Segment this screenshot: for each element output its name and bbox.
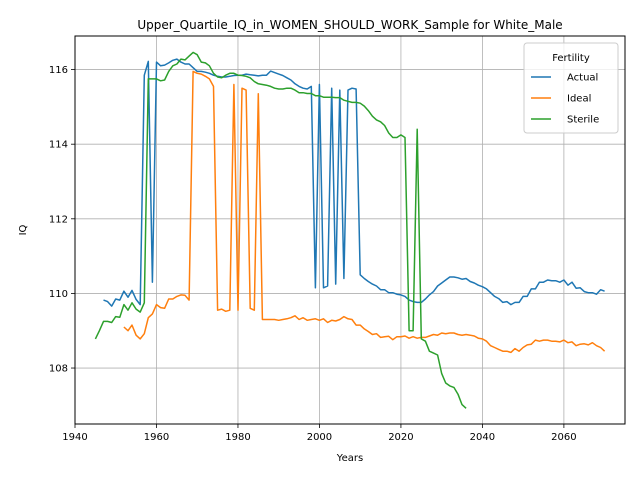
chart-title: Upper_Quartile_IQ_in_WOMEN_SHOULD_WORK_S… — [137, 18, 562, 32]
x-tick-label: 1980 — [225, 432, 250, 443]
x-tick-label: 1940 — [62, 432, 87, 443]
series-lines — [94, 51, 606, 409]
grid-lines — [74, 36, 625, 424]
legend-label-ideal: Ideal — [567, 94, 591, 105]
series-line-actual — [103, 58, 605, 307]
x-tick-label: 2020 — [388, 432, 413, 443]
y-axis-title: IQ — [18, 224, 29, 235]
y-tick-label: 112 — [49, 214, 68, 225]
x-tick-label: 1960 — [144, 432, 169, 443]
y-tick-label: 110 — [49, 289, 68, 300]
legend: Fertility Actual Ideal Sterile — [523, 42, 619, 134]
legend-label-actual: Actual — [567, 73, 598, 84]
x-tick-label: 2000 — [307, 432, 332, 443]
series-line-ideal — [123, 70, 606, 354]
series-line-sterile — [94, 51, 467, 409]
legend-label-sterile: Sterile — [567, 115, 599, 126]
legend-box — [523, 42, 619, 134]
axis-ticks: 1940 1960 1980 2000 2020 2040 2060 108 110 112 114… — [49, 65, 577, 443]
y-tick-label: 116 — [49, 65, 68, 76]
y-tick-label: 114 — [49, 140, 68, 151]
x-tick-label: 2060 — [551, 432, 576, 443]
x-tick-label: 2040 — [470, 432, 495, 443]
plot-frame — [74, 35, 626, 425]
x-axis-title: Years — [336, 453, 363, 464]
legend-title: Fertility — [552, 53, 590, 64]
y-tick-label: 108 — [49, 364, 68, 375]
